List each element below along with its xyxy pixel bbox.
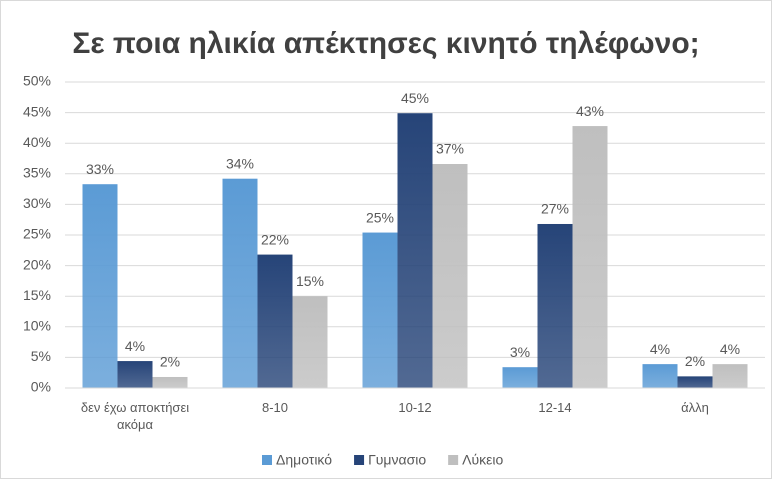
y-tick-label: 45% [23,103,51,119]
data-label: 37% [436,141,464,157]
bar [362,232,398,388]
data-label: 4% [720,341,740,357]
legend-swatch [448,455,459,465]
bar [502,367,538,388]
y-tick-label: 15% [23,287,51,303]
bar [82,184,118,388]
bar [397,113,433,388]
bar [537,223,573,388]
x-tick-label: δεν έχω αποκτήσει ακόμα [80,400,190,432]
bar [152,376,188,388]
data-label: 2% [685,353,705,369]
data-label: 4% [125,338,145,354]
data-label: 34% [226,155,254,171]
data-label: 4% [650,341,670,357]
y-tick-label: 50% [23,73,51,89]
x-tick-label: 12-14 [538,400,572,415]
legend-swatch [354,455,365,465]
legend-label: Γυμνασιο [368,452,426,468]
y-tick-label: 35% [23,165,51,181]
y-tick-label: 10% [23,318,51,334]
data-label: 45% [401,90,429,106]
bar [432,164,468,388]
bar [257,254,293,388]
y-tick-label: 20% [23,256,51,272]
bar [222,178,258,388]
x-tick-label: 10-12 [398,400,432,415]
bar [677,376,713,388]
x-tick-label: 8-10 [261,400,289,415]
y-tick-label: 25% [23,226,51,242]
bar [292,296,328,388]
data-label: 33% [86,161,114,177]
bar [712,364,748,388]
y-tick-label: 0% [31,379,51,395]
legend-label: Λύκειο [462,452,503,468]
bar [117,361,153,388]
y-tick-label: 40% [23,134,51,150]
data-label: 2% [160,354,180,370]
data-label: 27% [541,201,569,217]
chart-title: Σε ποια ηλικία απέκτησες κινητό τηλέφωνο… [72,27,699,60]
bar [642,364,678,388]
data-label: 15% [296,273,324,289]
data-label: 22% [261,231,289,247]
data-label: 43% [576,103,604,119]
x-tick-label: άλλη [681,400,709,415]
y-tick-label: 5% [31,348,51,364]
data-label: 3% [510,344,530,360]
legend-swatch [262,455,272,465]
legend-label: Δημοτικό [276,452,332,468]
bar [572,126,608,389]
data-label: 25% [366,209,394,225]
y-tick-label: 30% [23,195,51,211]
